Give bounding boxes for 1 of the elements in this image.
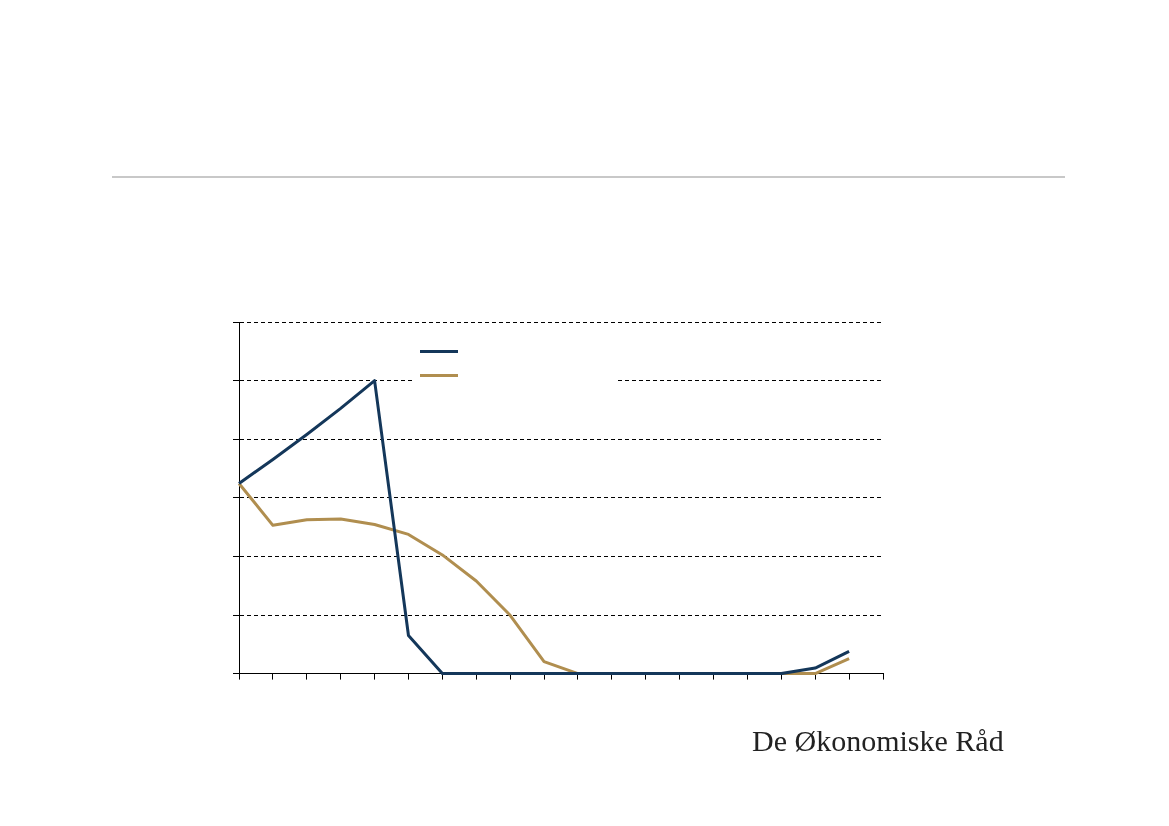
text: De Økonomiske Råd [752, 724, 1004, 758]
